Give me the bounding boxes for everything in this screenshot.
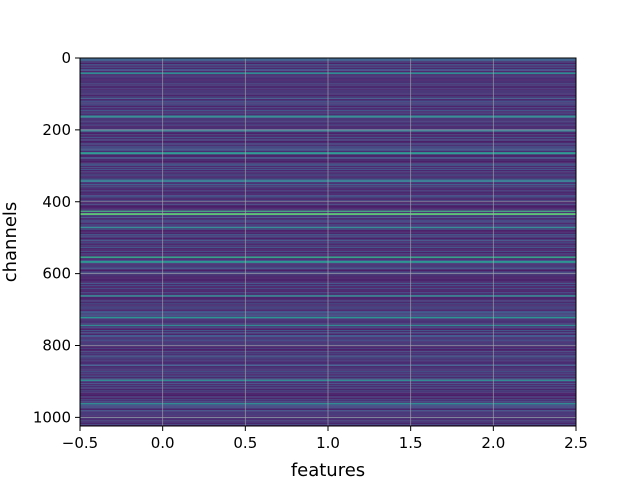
plot-area [79, 57, 577, 427]
x-axis: −0.5 0.0 0.5 1.0 1.5 2.0 2.5 [62, 426, 588, 452]
y-tick-label: 600 [42, 265, 71, 283]
x-tick-label: 1.5 [399, 434, 423, 452]
x-axis-label: features [291, 460, 365, 480]
x-tick-label: 0.0 [151, 434, 175, 452]
x-tick-label: 0.5 [233, 434, 257, 452]
y-tick-label: 400 [42, 193, 71, 211]
x-tick-label: 2.5 [564, 434, 588, 452]
y-axis-label: channels [0, 202, 21, 283]
x-tick-label: 2.0 [481, 434, 505, 452]
x-tick-label: −0.5 [62, 434, 98, 452]
grid-lines [79, 57, 577, 426]
x-tick-label: 1.0 [316, 434, 340, 452]
y-tick-label: 0 [61, 49, 71, 67]
y-tick-label: 200 [42, 121, 71, 139]
y-tick-label: 800 [42, 337, 71, 355]
y-axis: 0 200 400 600 800 1000 [33, 49, 80, 426]
y-tick-label: 1000 [33, 408, 71, 426]
